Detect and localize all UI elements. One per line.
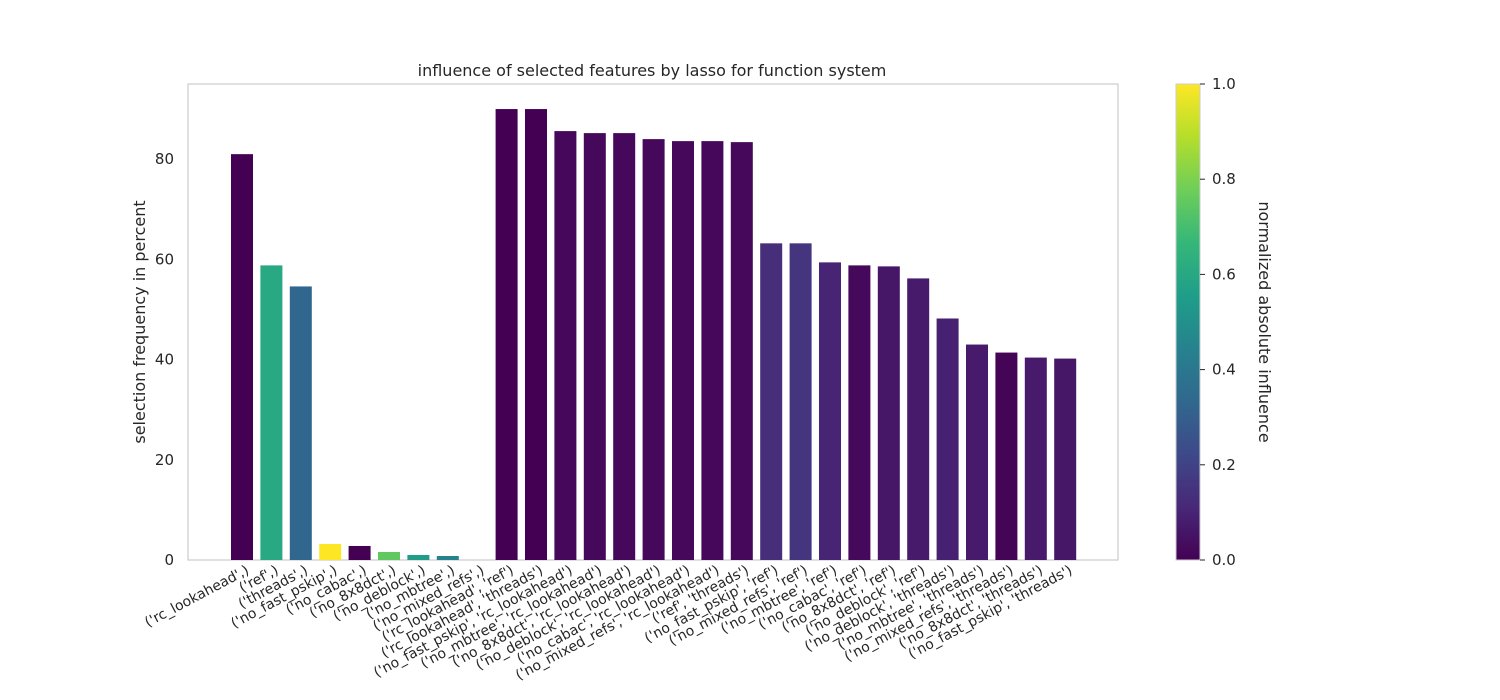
y-tick-label: 80: [155, 150, 174, 168]
bar: [936, 318, 959, 560]
colorbar-tick-label: 0.2: [1212, 456, 1236, 474]
bar: [730, 142, 753, 560]
bar: [378, 551, 400, 560]
colorbar-tick-label: 0.4: [1212, 361, 1236, 379]
bar: [231, 154, 253, 560]
bar: [407, 554, 430, 560]
bar: [348, 545, 371, 560]
colorbar: [1175, 83, 1201, 561]
bar: [642, 139, 665, 560]
bar: [613, 133, 636, 561]
y-tick-label: 20: [155, 451, 174, 469]
bar: [554, 131, 577, 561]
colorbar-tick-label: 1.0: [1212, 75, 1236, 93]
bar: [260, 265, 283, 560]
y-tick-label: 40: [155, 351, 174, 369]
bar: [319, 543, 342, 560]
colorbar-label: normalized absolute influence: [1255, 201, 1274, 442]
bar: [495, 109, 518, 560]
y-axis-ticks: 0 20 40 60 80: [155, 150, 174, 569]
bar: [289, 286, 312, 560]
colorbar-tick-label: 0.0: [1212, 551, 1236, 569]
bars: [231, 109, 1077, 561]
bar: [995, 352, 1018, 560]
bar: [789, 243, 812, 561]
bar: [760, 243, 783, 561]
colorbar-ticks: 0.0 0.2 0.4 0.6 0.8 1.0: [1200, 75, 1236, 569]
colorbar-tick-label: 0.8: [1212, 170, 1236, 188]
chart-title: influence of selected features by lasso …: [418, 61, 887, 80]
bar: [1054, 358, 1077, 560]
y-tick-label: 0: [164, 551, 174, 569]
bar: [583, 133, 606, 561]
bar: [907, 278, 930, 560]
bar: [436, 555, 459, 560]
bar: [525, 109, 547, 560]
bar: [966, 344, 988, 560]
bar: [819, 262, 841, 560]
x-axis-tick-labels: ('rc_lookahead',)('ref',)('threads',)('n…: [142, 562, 1075, 683]
bar: [877, 266, 900, 560]
bar: [672, 141, 694, 560]
bar: [848, 265, 871, 560]
bar: [1024, 357, 1047, 560]
y-axis-label: selection frequency in percent: [130, 200, 149, 443]
bar: [701, 141, 724, 560]
colorbar-tick-label: 0.6: [1212, 265, 1236, 283]
y-tick-label: 60: [155, 250, 174, 268]
